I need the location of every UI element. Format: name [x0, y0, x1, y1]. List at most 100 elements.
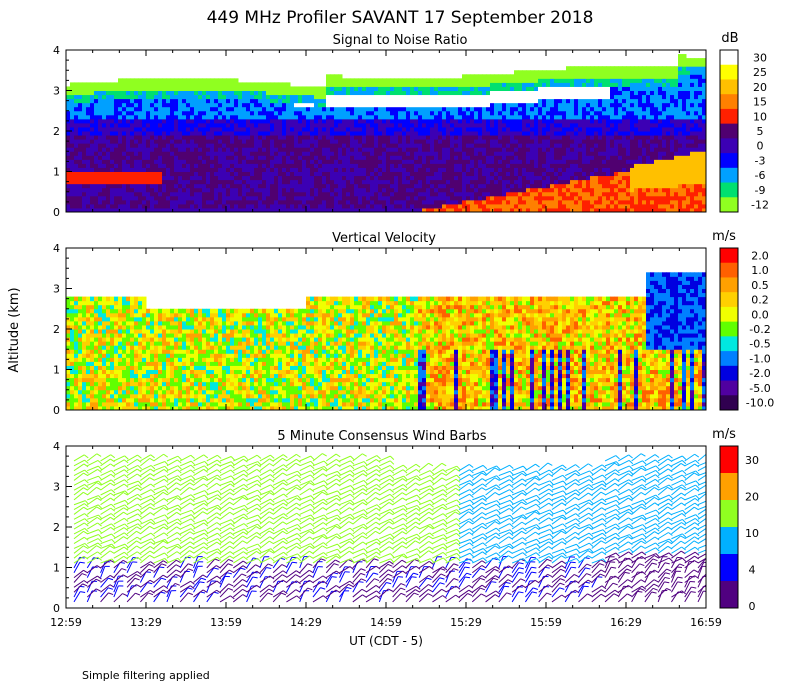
snr-cell: [358, 131, 363, 136]
snr-cell: [654, 90, 659, 96]
snr-cell: [330, 122, 335, 128]
snr-cell: [534, 135, 539, 140]
snr-cell: [326, 135, 331, 140]
snr-cell: [90, 139, 95, 144]
snr-cell: [458, 131, 463, 136]
snr-cell: [570, 82, 575, 87]
snr-cell: [346, 183, 351, 189]
snr-cell: [226, 179, 231, 185]
snr-cell: [598, 66, 603, 71]
snr-cell: [518, 179, 523, 185]
snr-cell: [386, 106, 391, 112]
snr-cell: [506, 114, 511, 120]
snr-cell: [266, 151, 271, 156]
snr-cell: [262, 147, 267, 152]
snr-cell: [594, 155, 599, 160]
snr-cell: [542, 191, 547, 197]
snr-cell: [526, 86, 531, 91]
snr-cell: [474, 94, 479, 100]
snr-cell: [578, 167, 583, 172]
snr-cell: [350, 163, 355, 168]
snr-cell: [222, 147, 227, 152]
snr-cell: [354, 110, 359, 116]
snr-cell: [314, 155, 319, 160]
snr-cell: [646, 207, 651, 212]
snr-cell: [330, 163, 335, 168]
snr-cell: [434, 175, 439, 181]
snr-cell: [186, 98, 191, 104]
snr-cell: [114, 102, 119, 108]
snr-cell: [110, 203, 115, 209]
snr-cell: [642, 118, 647, 124]
snr-cell: [534, 171, 539, 177]
snr-cell: [386, 191, 391, 197]
snr-cell: [482, 147, 487, 152]
snr-cell: [78, 191, 83, 197]
snr-cell: [530, 163, 535, 168]
snr-cell: [350, 118, 355, 124]
snr-cell: [230, 207, 235, 212]
snr-cell: [630, 179, 635, 185]
snr-cell: [562, 106, 567, 112]
snr-cell: [298, 94, 303, 100]
snr-cell: [530, 94, 535, 100]
snr-cell: [326, 175, 331, 181]
snr-cell: [266, 114, 271, 120]
snr-cell: [602, 78, 607, 83]
snr-cell: [158, 90, 163, 96]
snr-cell: [182, 106, 187, 112]
snr-cell: [370, 118, 375, 124]
snr-cell: [578, 114, 583, 120]
snr-cell: [582, 106, 587, 112]
snr-cell: [542, 131, 547, 136]
snr-cell: [106, 155, 111, 160]
snr-cell: [454, 203, 459, 209]
snr-cell: [206, 163, 211, 168]
snr-cell: [654, 122, 659, 128]
snr-cell: [106, 203, 111, 209]
snr-cell: [110, 207, 115, 212]
snr-cell: [446, 207, 451, 212]
snr-cell: [398, 159, 403, 164]
snr-cell: [314, 195, 319, 201]
snr-cell: [146, 159, 151, 164]
snr-cell: [442, 155, 447, 160]
snr-cell: [194, 90, 199, 96]
snr-cell: [138, 139, 143, 144]
snr-cell: [334, 94, 339, 100]
snr-cell: [374, 106, 379, 112]
snr-cell: [254, 82, 259, 87]
snr-cell: [114, 118, 119, 124]
snr-cell: [586, 126, 591, 132]
snr-cell: [166, 139, 171, 144]
snr-cell: [330, 171, 335, 177]
snr-cell: [626, 155, 631, 160]
snr-cell: [174, 143, 179, 148]
snr-cell: [278, 82, 283, 87]
snr-cell: [378, 118, 383, 124]
snr-cell: [366, 143, 371, 148]
snr-cell: [438, 82, 443, 87]
snr-cell: [178, 175, 183, 181]
snr-cell: [318, 118, 323, 124]
snr-cell: [170, 90, 175, 96]
snr-cell: [474, 131, 479, 136]
snr-cell: [410, 131, 415, 136]
snr-cell: [434, 191, 439, 197]
snr-cell: [514, 207, 519, 212]
snr-cell: [370, 131, 375, 136]
snr-cell: [70, 98, 75, 104]
snr-cell: [142, 187, 147, 193]
snr-cell: [474, 191, 479, 197]
snr-cell: [262, 199, 267, 205]
snr-cell: [346, 90, 351, 96]
snr-cell: [654, 114, 659, 120]
snr-cell: [538, 159, 543, 164]
snr-cell: [622, 106, 627, 112]
snr-cell: [654, 151, 659, 156]
snr-cell: [630, 102, 635, 108]
snr-cell: [378, 195, 383, 201]
snr-cell: [298, 135, 303, 140]
snr-cell: [546, 179, 551, 185]
snr-cell: [190, 126, 195, 132]
